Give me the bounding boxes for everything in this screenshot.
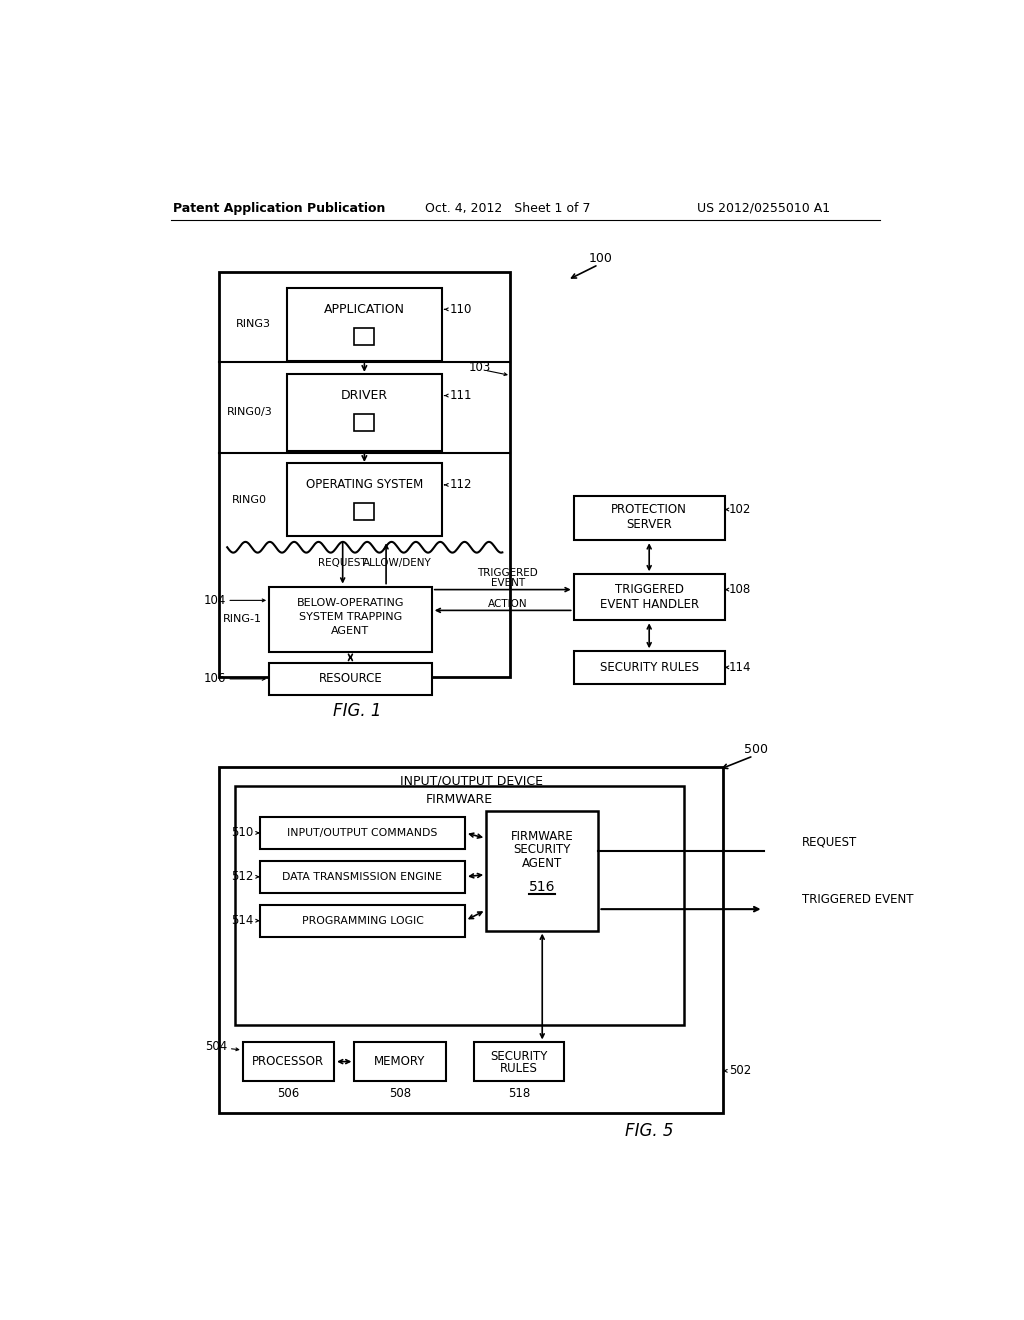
Text: 512: 512 xyxy=(231,870,254,883)
Text: 111: 111 xyxy=(450,389,472,403)
Bar xyxy=(287,374,442,451)
Text: RING0: RING0 xyxy=(232,495,267,504)
Text: Oct. 4, 2012   Sheet 1 of 7: Oct. 4, 2012 Sheet 1 of 7 xyxy=(425,202,591,215)
Bar xyxy=(354,414,375,430)
Bar xyxy=(260,817,465,849)
Text: 514: 514 xyxy=(231,915,254,927)
Text: 516: 516 xyxy=(529,880,555,894)
Text: 506: 506 xyxy=(278,1086,300,1100)
Text: REQUEST: REQUEST xyxy=(318,557,367,568)
Text: 500: 500 xyxy=(743,743,768,756)
Bar xyxy=(287,463,442,536)
Text: APPLICATION: APPLICATION xyxy=(324,302,404,315)
Text: 112: 112 xyxy=(450,478,472,491)
Text: FIG. 1: FIG. 1 xyxy=(333,702,382,721)
Text: TRIGGERED EVENT: TRIGGERED EVENT xyxy=(802,894,913,907)
Bar xyxy=(354,1043,445,1081)
Text: 106: 106 xyxy=(204,672,225,685)
Text: SECURITY: SECURITY xyxy=(514,843,571,857)
Text: SERVER: SERVER xyxy=(627,519,672,532)
Text: MEMORY: MEMORY xyxy=(375,1055,426,1068)
Bar xyxy=(234,785,684,1024)
Text: 114: 114 xyxy=(729,661,752,675)
Text: PROGRAMMING LOGIC: PROGRAMMING LOGIC xyxy=(301,916,423,925)
Text: SECURITY: SECURITY xyxy=(490,1049,548,1063)
Text: BELOW-OPERATING: BELOW-OPERATING xyxy=(297,598,404,609)
Text: 510: 510 xyxy=(231,826,254,840)
Bar xyxy=(260,904,465,937)
Bar xyxy=(573,651,725,684)
Text: RULES: RULES xyxy=(500,1063,538,1074)
Text: EVENT: EVENT xyxy=(490,578,525,589)
Text: 103: 103 xyxy=(469,362,492,375)
Text: Patent Application Publication: Patent Application Publication xyxy=(173,202,385,215)
Text: PROCESSOR: PROCESSOR xyxy=(252,1055,325,1068)
Bar xyxy=(287,288,442,360)
Text: RING-1: RING-1 xyxy=(223,614,262,624)
Bar xyxy=(573,574,725,620)
Text: SYSTEM TRAPPING: SYSTEM TRAPPING xyxy=(299,612,402,622)
Text: 104: 104 xyxy=(204,594,225,607)
Bar xyxy=(269,586,432,652)
Bar xyxy=(269,663,432,696)
Text: DRIVER: DRIVER xyxy=(341,389,388,403)
Text: 108: 108 xyxy=(729,583,751,597)
Text: TRIGGERED: TRIGGERED xyxy=(477,569,539,578)
Bar xyxy=(243,1043,334,1081)
Text: RING0/3: RING0/3 xyxy=(226,408,272,417)
Bar xyxy=(354,503,375,520)
Bar xyxy=(486,812,598,931)
Text: 508: 508 xyxy=(389,1086,411,1100)
Text: REQUEST: REQUEST xyxy=(802,836,857,849)
Bar xyxy=(474,1043,563,1081)
Text: RESOURCE: RESOURCE xyxy=(318,672,382,685)
Bar xyxy=(260,861,465,892)
Text: 102: 102 xyxy=(729,503,751,516)
Text: INPUT/OUTPUT DEVICE: INPUT/OUTPUT DEVICE xyxy=(399,774,543,787)
Text: RING3: RING3 xyxy=(237,319,271,329)
Text: ACTION: ACTION xyxy=(488,599,527,610)
Text: 100: 100 xyxy=(589,252,612,265)
Bar xyxy=(354,327,375,345)
Text: INPUT/OUTPUT COMMANDS: INPUT/OUTPUT COMMANDS xyxy=(288,828,437,838)
Text: OPERATING SYSTEM: OPERATING SYSTEM xyxy=(306,478,423,491)
Text: US 2012/0255010 A1: US 2012/0255010 A1 xyxy=(697,202,830,215)
Text: ALLOW/DENY: ALLOW/DENY xyxy=(364,557,432,568)
Text: PROTECTION: PROTECTION xyxy=(611,503,687,516)
Text: 504: 504 xyxy=(205,1040,227,1053)
Text: FIG. 5: FIG. 5 xyxy=(625,1122,673,1140)
Text: 502: 502 xyxy=(729,1064,752,1077)
Text: DATA TRANSMISSION ENGINE: DATA TRANSMISSION ENGINE xyxy=(283,871,442,882)
Text: 110: 110 xyxy=(450,302,472,315)
Text: AGENT: AGENT xyxy=(522,857,562,870)
Bar xyxy=(573,496,725,540)
Bar xyxy=(219,767,723,1113)
Text: FIRMWARE: FIRMWARE xyxy=(426,792,494,805)
Text: TRIGGERED: TRIGGERED xyxy=(614,583,684,597)
Text: EVENT HANDLER: EVENT HANDLER xyxy=(600,598,698,611)
Bar xyxy=(219,272,510,677)
Text: FIRMWARE: FIRMWARE xyxy=(511,829,573,842)
Text: 518: 518 xyxy=(508,1086,530,1100)
Text: AGENT: AGENT xyxy=(332,626,370,636)
Text: SECURITY RULES: SECURITY RULES xyxy=(600,661,698,675)
